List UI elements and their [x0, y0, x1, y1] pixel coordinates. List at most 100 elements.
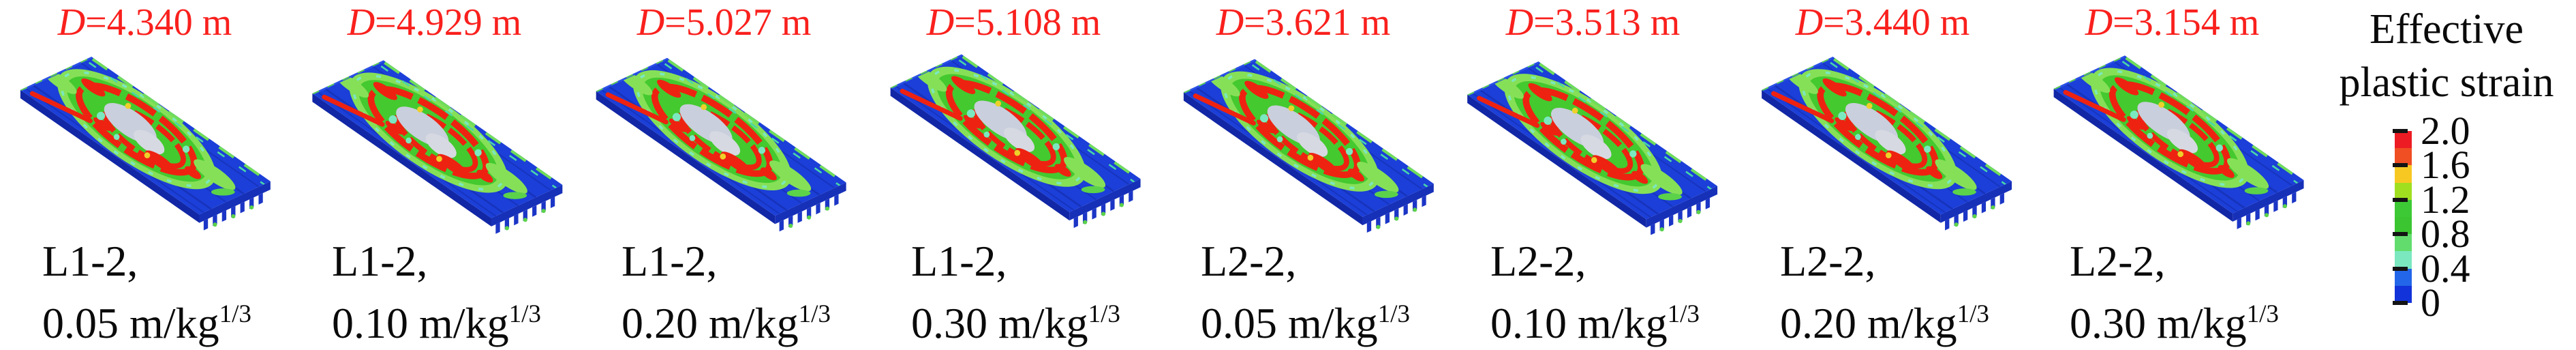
case-label: L1-2, 0.20 m/kg1/3 — [579, 235, 869, 350]
d-value: =4.929 m — [375, 1, 522, 44]
colorbar-segment — [2395, 148, 2412, 166]
case-id: L2-2, — [1490, 237, 1586, 285]
superscript: 1/3 — [1957, 300, 1989, 328]
colorbar-tick-label: 1.6 — [2421, 143, 2470, 188]
case-id: L1-2, — [332, 237, 428, 285]
standoff-distance-label: D=3.440 m — [1738, 1, 2027, 44]
colorbar-tick — [2393, 197, 2408, 202]
superscript: 1/3 — [2246, 300, 2279, 328]
colorbar-legend: Effective plastic strain 2.0 1.6 1.2 0.8… — [2317, 0, 2576, 340]
strain-contour-plot — [1738, 44, 2027, 235]
standoff-distance-label: D=5.108 m — [869, 1, 1159, 44]
d-symbol: D — [926, 1, 955, 44]
colorbar — [2395, 131, 2412, 304]
colorbar-tick — [2393, 129, 2408, 133]
result-panel: D=4.340 m L1-2, 0.05 m/kg1/3 — [0, 0, 290, 347]
case-label: L2-2, 0.30 m/kg1/3 — [2027, 235, 2317, 350]
d-value: =4.340 m — [85, 1, 232, 44]
result-panel: D=5.108 m L1-2, 0.30 m/kg1/3 — [869, 0, 1159, 347]
d-value: =3.621 m — [1244, 1, 1391, 44]
standoff-distance-label: D=3.154 m — [2027, 1, 2317, 44]
standoff-distance-label: D=3.513 m — [1448, 1, 1738, 44]
colorbar-tick — [2393, 301, 2408, 305]
colorbar-wrap: 2.0 1.6 1.2 0.8 0.4 0 — [2393, 111, 2576, 323]
strain-contour-plot — [2027, 44, 2317, 235]
d-symbol: D — [637, 1, 665, 44]
case-label: L2-2, 0.05 m/kg1/3 — [1159, 235, 1448, 350]
colorbar-segment — [2395, 131, 2412, 149]
d-value: =5.027 m — [664, 1, 812, 44]
d-value: =5.108 m — [954, 1, 1101, 44]
standoff-distance-label: D=4.929 m — [290, 1, 579, 44]
standoff-distance-label: D=4.340 m — [0, 1, 290, 44]
d-symbol: D — [57, 1, 86, 44]
d-value: =3.154 m — [2113, 1, 2260, 44]
colorbar-segment — [2395, 182, 2412, 200]
case-label: L2-2, 0.20 m/kg1/3 — [1738, 235, 2027, 350]
case-id: L1-2, — [911, 237, 1007, 285]
strain-contour-plot — [1448, 44, 1738, 235]
result-panel: D=3.513 m L2-2, 0.10 m/kg1/3 — [1448, 0, 1738, 347]
superscript: 1/3 — [1667, 300, 1700, 328]
colorbar-segment — [2395, 234, 2412, 252]
colorbar-tick-label: 0.4 — [2421, 246, 2470, 291]
colorbar-segment — [2395, 251, 2412, 269]
colorbar-segment — [2395, 217, 2412, 235]
colorbar-tick — [2393, 163, 2408, 168]
scaled-distance: 0.30 m/kg1/3 — [2070, 299, 2279, 347]
case-id: L1-2, — [42, 237, 138, 285]
case-id: L2-2, — [2070, 237, 2166, 285]
d-symbol: D — [347, 1, 375, 44]
case-label: L1-2, 0.05 m/kg1/3 — [0, 235, 290, 350]
colorbar-tick-label: 2.0 — [2421, 108, 2470, 153]
colorbar-segment — [2395, 199, 2412, 218]
case-label: L1-2, 0.30 m/kg1/3 — [869, 235, 1159, 350]
strain-contour-plot — [0, 44, 290, 235]
standoff-distance-label: D=5.027 m — [579, 1, 869, 44]
legend-title-line2: plastic strain — [2339, 59, 2554, 106]
scaled-distance: 0.20 m/kg1/3 — [1780, 299, 1989, 347]
strain-contour-plot — [579, 44, 869, 235]
strain-contour-plot — [869, 44, 1159, 235]
result-panel: D=3.154 m L2-2, 0.30 m/kg1/3 — [2027, 0, 2317, 347]
case-label: L1-2, 0.10 m/kg1/3 — [290, 235, 579, 350]
colorbar-segment — [2395, 268, 2412, 286]
d-value: =3.440 m — [1823, 1, 1970, 44]
legend-title-line1: Effective — [2369, 6, 2524, 53]
scaled-distance: 0.10 m/kg1/3 — [1490, 299, 1700, 347]
d-symbol: D — [1216, 1, 1244, 44]
superscript: 1/3 — [798, 300, 831, 328]
result-panel: D=4.929 m L1-2, 0.10 m/kg1/3 — [290, 0, 579, 347]
case-id: L1-2, — [622, 237, 718, 285]
result-panel: D=3.621 m L2-2, 0.05 m/kg1/3 — [1159, 0, 1448, 347]
superscript: 1/3 — [1377, 300, 1410, 328]
case-id: L2-2, — [1201, 237, 1297, 285]
strain-contour-plot — [290, 44, 579, 235]
d-value: =3.513 m — [1533, 1, 1681, 44]
scaled-distance: 0.10 m/kg1/3 — [332, 299, 541, 347]
legend-title: Effective plastic strain — [2317, 0, 2576, 109]
d-symbol: D — [1505, 1, 1534, 44]
colorbar-segment — [2395, 165, 2412, 183]
result-panel: D=5.027 m L1-2, 0.20 m/kg1/3 — [579, 0, 869, 347]
standoff-distance-label: D=3.621 m — [1159, 1, 1448, 44]
colorbar-segment — [2395, 285, 2412, 304]
scaled-distance: 0.05 m/kg1/3 — [42, 299, 251, 347]
case-label: L2-2, 0.10 m/kg1/3 — [1448, 235, 1738, 350]
d-symbol: D — [1795, 1, 1824, 44]
colorbar-tick — [2393, 232, 2408, 237]
scaled-distance: 0.20 m/kg1/3 — [622, 299, 831, 347]
colorbar-tick — [2393, 266, 2408, 271]
superscript: 1/3 — [1088, 300, 1120, 328]
superscript: 1/3 — [508, 300, 541, 328]
colorbar-tick-label: 0 — [2421, 280, 2440, 325]
colorbar-tick-label: 1.2 — [2421, 177, 2470, 222]
result-panel: D=3.440 m L2-2, 0.20 m/kg1/3 — [1738, 0, 2027, 347]
scaled-distance: 0.30 m/kg1/3 — [911, 299, 1120, 347]
strain-contour-plot — [1159, 44, 1448, 235]
case-id: L2-2, — [1780, 237, 1876, 285]
colorbar-tick-label: 0.8 — [2421, 212, 2470, 257]
superscript: 1/3 — [219, 300, 251, 328]
d-symbol: D — [2085, 1, 2113, 44]
